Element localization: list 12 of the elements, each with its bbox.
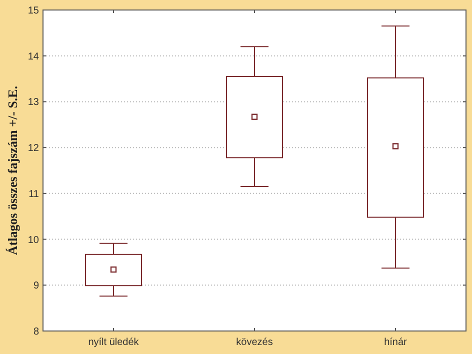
y-tick-label: 9 bbox=[33, 280, 40, 292]
y-tick-label: 13 bbox=[28, 97, 40, 108]
x-tick-label: hínár bbox=[384, 337, 408, 348]
y-tick-label: 12 bbox=[28, 143, 40, 154]
y-tick-label: 14 bbox=[28, 51, 40, 62]
y-tick-label: 11 bbox=[28, 188, 40, 200]
x-tick-label: nyílt üledék bbox=[88, 337, 140, 348]
x-tick-label: kövezés bbox=[236, 337, 273, 348]
y-axis-title: Átlagos összes fajszám +/- S.E. bbox=[5, 86, 20, 256]
y-tick-label: 10 bbox=[28, 234, 40, 246]
y-tick-label: 15 bbox=[28, 6, 40, 16]
y-tick-label: 8 bbox=[33, 326, 40, 338]
